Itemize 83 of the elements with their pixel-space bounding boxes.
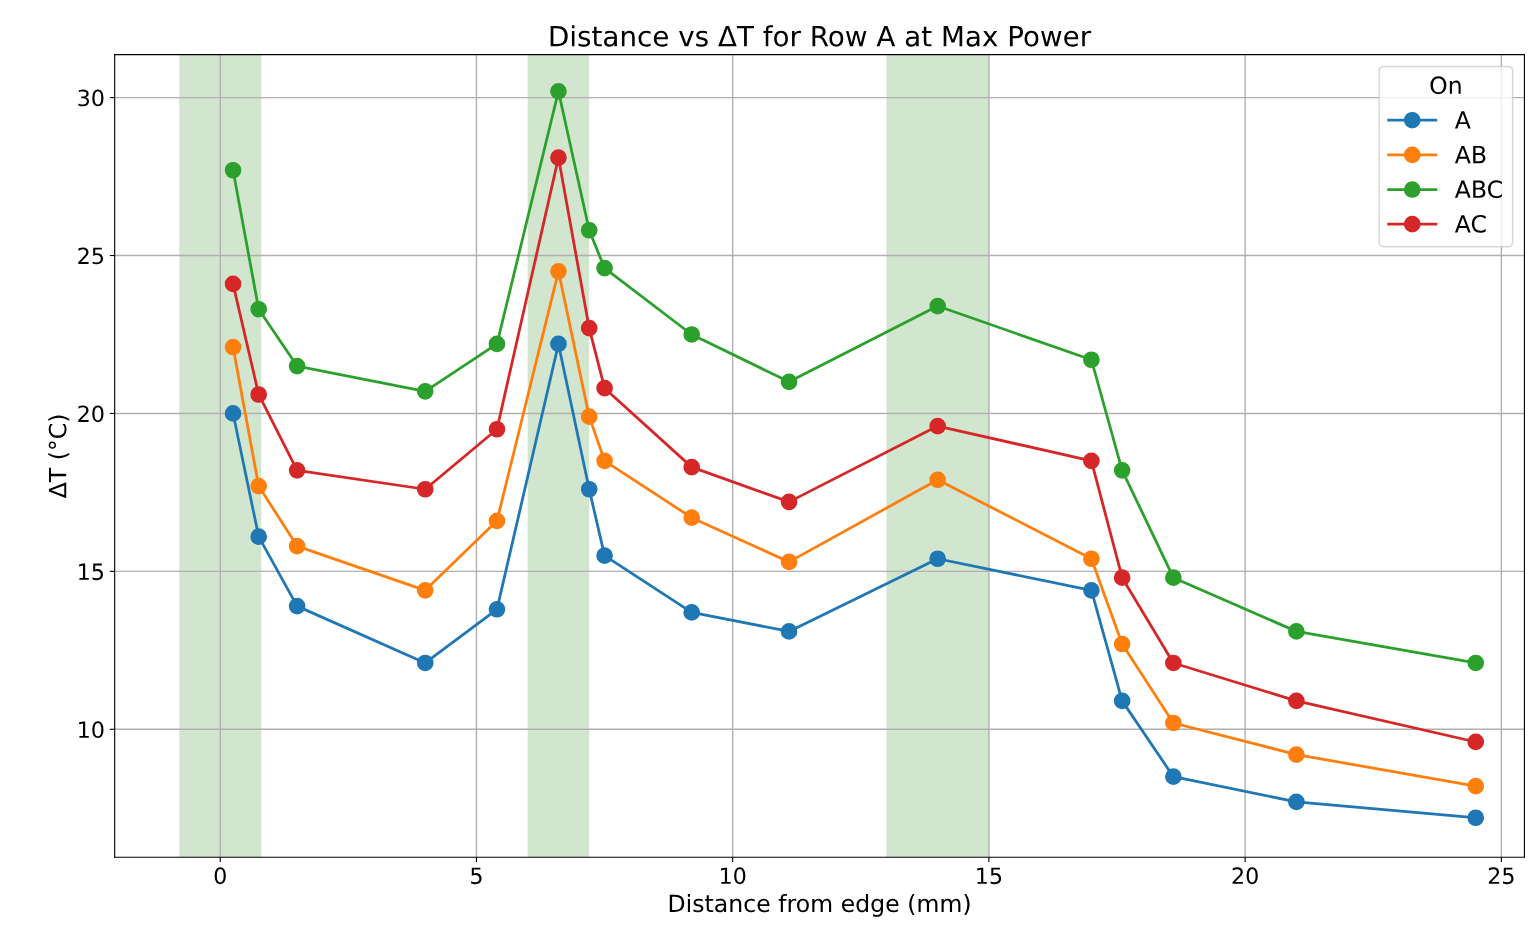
point <box>224 338 242 356</box>
point <box>580 221 598 239</box>
point <box>1467 654 1485 672</box>
point <box>550 335 567 353</box>
point <box>288 357 306 375</box>
point <box>596 452 613 470</box>
point <box>1113 692 1131 710</box>
point <box>1467 777 1485 795</box>
point <box>416 654 434 672</box>
point <box>1467 733 1485 751</box>
point <box>1288 692 1305 710</box>
point <box>683 458 701 476</box>
point <box>416 383 434 400</box>
point <box>1113 461 1131 479</box>
y-tick-label: 20 <box>78 405 104 423</box>
point <box>683 326 701 343</box>
point <box>929 417 946 435</box>
x-tick-label: 20 <box>1232 867 1258 885</box>
point <box>550 262 567 280</box>
point <box>929 471 946 489</box>
point <box>1083 351 1100 369</box>
point <box>1113 569 1131 587</box>
x-tick-label: 15 <box>977 867 1002 885</box>
point <box>1165 768 1182 786</box>
point <box>580 319 598 337</box>
point <box>250 477 268 495</box>
point <box>1288 623 1305 640</box>
point <box>1083 581 1100 599</box>
point <box>488 420 506 438</box>
point <box>929 550 946 568</box>
point <box>550 82 567 100</box>
point <box>250 386 268 403</box>
point <box>780 373 798 391</box>
y-tick-label: 25 <box>78 247 104 265</box>
point <box>1083 452 1100 470</box>
legend-label: A <box>1454 111 1471 129</box>
point <box>550 149 567 166</box>
point <box>250 300 268 318</box>
point <box>1165 714 1182 732</box>
point <box>288 597 306 615</box>
x-tick-label: 25 <box>1488 867 1514 885</box>
legend-label: ABC <box>1454 180 1502 199</box>
point <box>288 537 306 555</box>
legend-label: AC <box>1454 214 1486 233</box>
point <box>1467 809 1485 827</box>
x-tick-label: 10 <box>720 867 746 885</box>
x-tick-label: 5 <box>471 867 482 885</box>
point <box>488 512 506 530</box>
legend-label: AB <box>1454 145 1486 164</box>
y-axis-title: ΔT (°C) <box>48 415 70 499</box>
point <box>1165 654 1182 672</box>
point <box>780 553 798 571</box>
point <box>596 259 613 277</box>
point <box>1288 746 1305 763</box>
legend-title: On <box>1430 76 1461 95</box>
point <box>1083 550 1100 568</box>
point <box>224 275 242 293</box>
point <box>224 161 242 179</box>
point <box>683 509 701 527</box>
point <box>596 379 613 397</box>
point <box>780 623 798 640</box>
point <box>416 480 434 498</box>
y-tick-label: 10 <box>79 721 104 739</box>
point <box>1165 569 1182 587</box>
point <box>488 335 506 353</box>
chart-title: Distance vs ΔT for Row A at Max Power <box>550 25 1092 47</box>
point <box>929 297 946 315</box>
point <box>596 547 613 564</box>
point <box>288 461 306 479</box>
point <box>780 493 798 511</box>
point <box>224 405 242 422</box>
y-tick-label: 30 <box>78 89 104 107</box>
point <box>250 528 268 545</box>
point <box>580 408 598 425</box>
point <box>488 600 506 618</box>
point <box>683 604 701 621</box>
point <box>580 480 598 498</box>
x-axis-title: Distance from edge (mm) <box>669 894 970 917</box>
point <box>1113 635 1131 653</box>
point <box>416 581 434 599</box>
y-tick-label: 15 <box>79 563 104 581</box>
x-tick-label: 0 <box>214 867 226 885</box>
point <box>1288 793 1305 811</box>
